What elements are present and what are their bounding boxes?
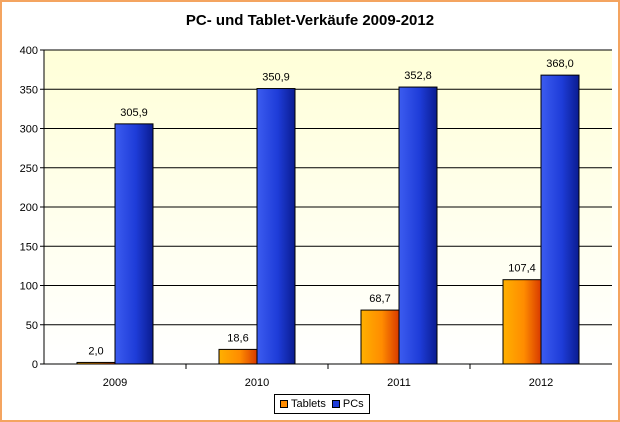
y-tick-label: 300 — [20, 124, 38, 136]
x-tick-label: 2010 — [245, 377, 269, 389]
x-tick-label: 2009 — [103, 377, 127, 389]
x-tick-label: 2012 — [529, 377, 553, 389]
chart-title: PC- und Tablet-Verkäufe 2009-2012 — [185, 12, 435, 29]
legend-label-tablets: Tablets — [291, 398, 326, 410]
bar-tablets — [502, 279, 542, 365]
y-tick-label: 150 — [20, 241, 38, 253]
y-tick-label: 200 — [20, 202, 38, 214]
legend-item-tablets: Tablets — [280, 398, 326, 410]
data-label-tablets: 107,4 — [508, 263, 536, 275]
data-label-tablets: 2,0 — [88, 345, 103, 357]
data-label-pcs: 368,0 — [546, 58, 574, 70]
bar-tablets — [360, 309, 400, 365]
y-tick-label: 50 — [26, 320, 38, 332]
bar-tablets — [218, 348, 258, 365]
bar-pcs — [398, 86, 438, 365]
bar-pcs — [540, 74, 580, 365]
y-tick-label: 400 — [20, 45, 38, 57]
bar-pcs — [256, 88, 296, 365]
x-tick-label: 2011 — [387, 377, 411, 389]
data-label-tablets: 18,6 — [227, 332, 248, 344]
y-tick-label: 0 — [32, 359, 38, 371]
y-tick-label: 250 — [20, 163, 38, 175]
data-label-pcs: 350,9 — [262, 72, 290, 84]
data-label-pcs: 305,9 — [120, 107, 148, 119]
data-label-tablets: 68,7 — [369, 293, 390, 305]
data-label-pcs: 352,8 — [404, 70, 432, 82]
legend-swatch-tablets — [280, 400, 288, 408]
legend-label-pcs: PCs — [342, 398, 364, 410]
y-tick-label: 100 — [20, 281, 38, 293]
y-tick-label: 350 — [20, 84, 38, 96]
legend: Tablets PCs — [274, 394, 370, 414]
bar-pcs — [114, 123, 154, 365]
legend-swatch-pcs — [331, 400, 340, 408]
legend-item-pcs: PCs — [331, 398, 364, 410]
bar-tablets — [76, 361, 116, 365]
